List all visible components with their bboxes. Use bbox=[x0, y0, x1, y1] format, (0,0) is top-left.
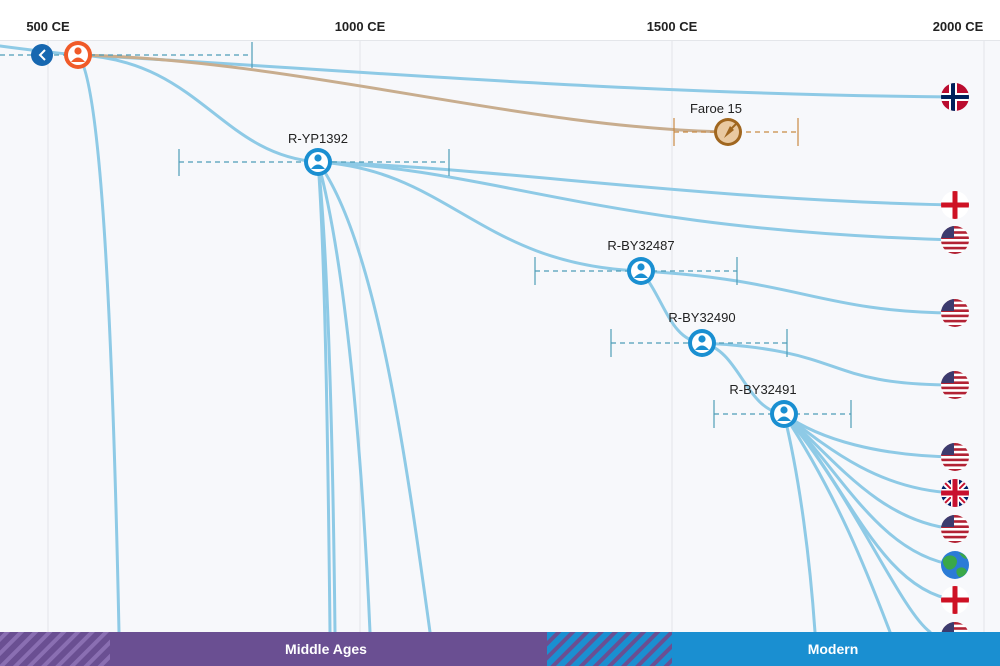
era-label-modern: Modern bbox=[808, 641, 859, 657]
timeline-header bbox=[0, 0, 1000, 40]
node-r-by32490[interactable]: R-BY32490 bbox=[668, 310, 736, 357]
tick-1000: 1000 CE bbox=[335, 19, 386, 34]
flag-usa[interactable] bbox=[939, 369, 971, 401]
root-node[interactable] bbox=[64, 41, 92, 69]
england-flag-icon bbox=[941, 191, 969, 219]
tick-2000: 2000 CE bbox=[933, 19, 984, 34]
norway-flag-icon bbox=[941, 83, 969, 111]
usa-flag-icon bbox=[941, 226, 969, 254]
node-label: Faroe 15 bbox=[690, 101, 742, 116]
node-r-by32487[interactable]: R-BY32487 bbox=[607, 238, 675, 285]
person-icon bbox=[71, 47, 85, 62]
back-button[interactable] bbox=[31, 44, 53, 66]
node-r-by32491[interactable]: R-BY32491 bbox=[729, 382, 798, 428]
usa-flag-icon bbox=[941, 515, 969, 543]
node-r-yp1392[interactable]: R-YP1392 bbox=[288, 131, 348, 176]
globe-icon bbox=[941, 551, 969, 579]
flag-globe[interactable] bbox=[939, 549, 971, 581]
era-middle-ages[interactable] bbox=[110, 632, 547, 666]
era-transition bbox=[547, 632, 672, 666]
flag-uk[interactable] bbox=[939, 477, 971, 509]
usa-flag-icon bbox=[941, 371, 969, 399]
node-label: R-BY32490 bbox=[668, 310, 735, 325]
flag-norway[interactable] bbox=[939, 81, 971, 113]
england-flag-icon bbox=[941, 586, 969, 614]
tick-500: 500 CE bbox=[26, 19, 70, 34]
flag-usa[interactable] bbox=[939, 513, 971, 545]
node-faroe-15[interactable]: Faroe 15 bbox=[690, 101, 742, 146]
person-icon bbox=[311, 154, 325, 169]
flag-usa[interactable] bbox=[939, 441, 971, 473]
gridlines bbox=[47, 41, 985, 632]
flag-usa[interactable] bbox=[939, 224, 971, 256]
faroe-date-range bbox=[673, 118, 799, 146]
usa-flag-icon bbox=[941, 443, 969, 471]
person-icon bbox=[634, 263, 648, 278]
usa-flag-icon bbox=[941, 299, 969, 327]
uk-flag-icon bbox=[941, 479, 969, 507]
person-icon bbox=[777, 406, 791, 421]
tick-1500: 1500 CE bbox=[647, 19, 698, 34]
era-band: Middle Ages Modern bbox=[0, 632, 1000, 666]
era-transition bbox=[0, 632, 110, 666]
flag-england[interactable] bbox=[939, 189, 971, 221]
node-label: R-BY32491 bbox=[729, 382, 796, 397]
chevron-left-icon bbox=[38, 49, 46, 61]
node-label: R-YP1392 bbox=[288, 131, 348, 146]
branch-lines bbox=[0, 44, 957, 634]
flag-usa[interactable] bbox=[939, 297, 971, 329]
trowel-icon bbox=[724, 123, 737, 138]
node-label: R-BY32487 bbox=[607, 238, 674, 253]
timeline-ticks: 500 CE 1000 CE 1500 CE 2000 CE bbox=[26, 19, 983, 34]
era-label-middle-ages: Middle Ages bbox=[285, 641, 367, 657]
date-ranges bbox=[0, 42, 852, 428]
flag-england[interactable] bbox=[939, 584, 971, 616]
era-modern[interactable] bbox=[672, 632, 1000, 666]
ancient-branch-line bbox=[77, 53, 729, 134]
person-icon bbox=[695, 335, 709, 350]
